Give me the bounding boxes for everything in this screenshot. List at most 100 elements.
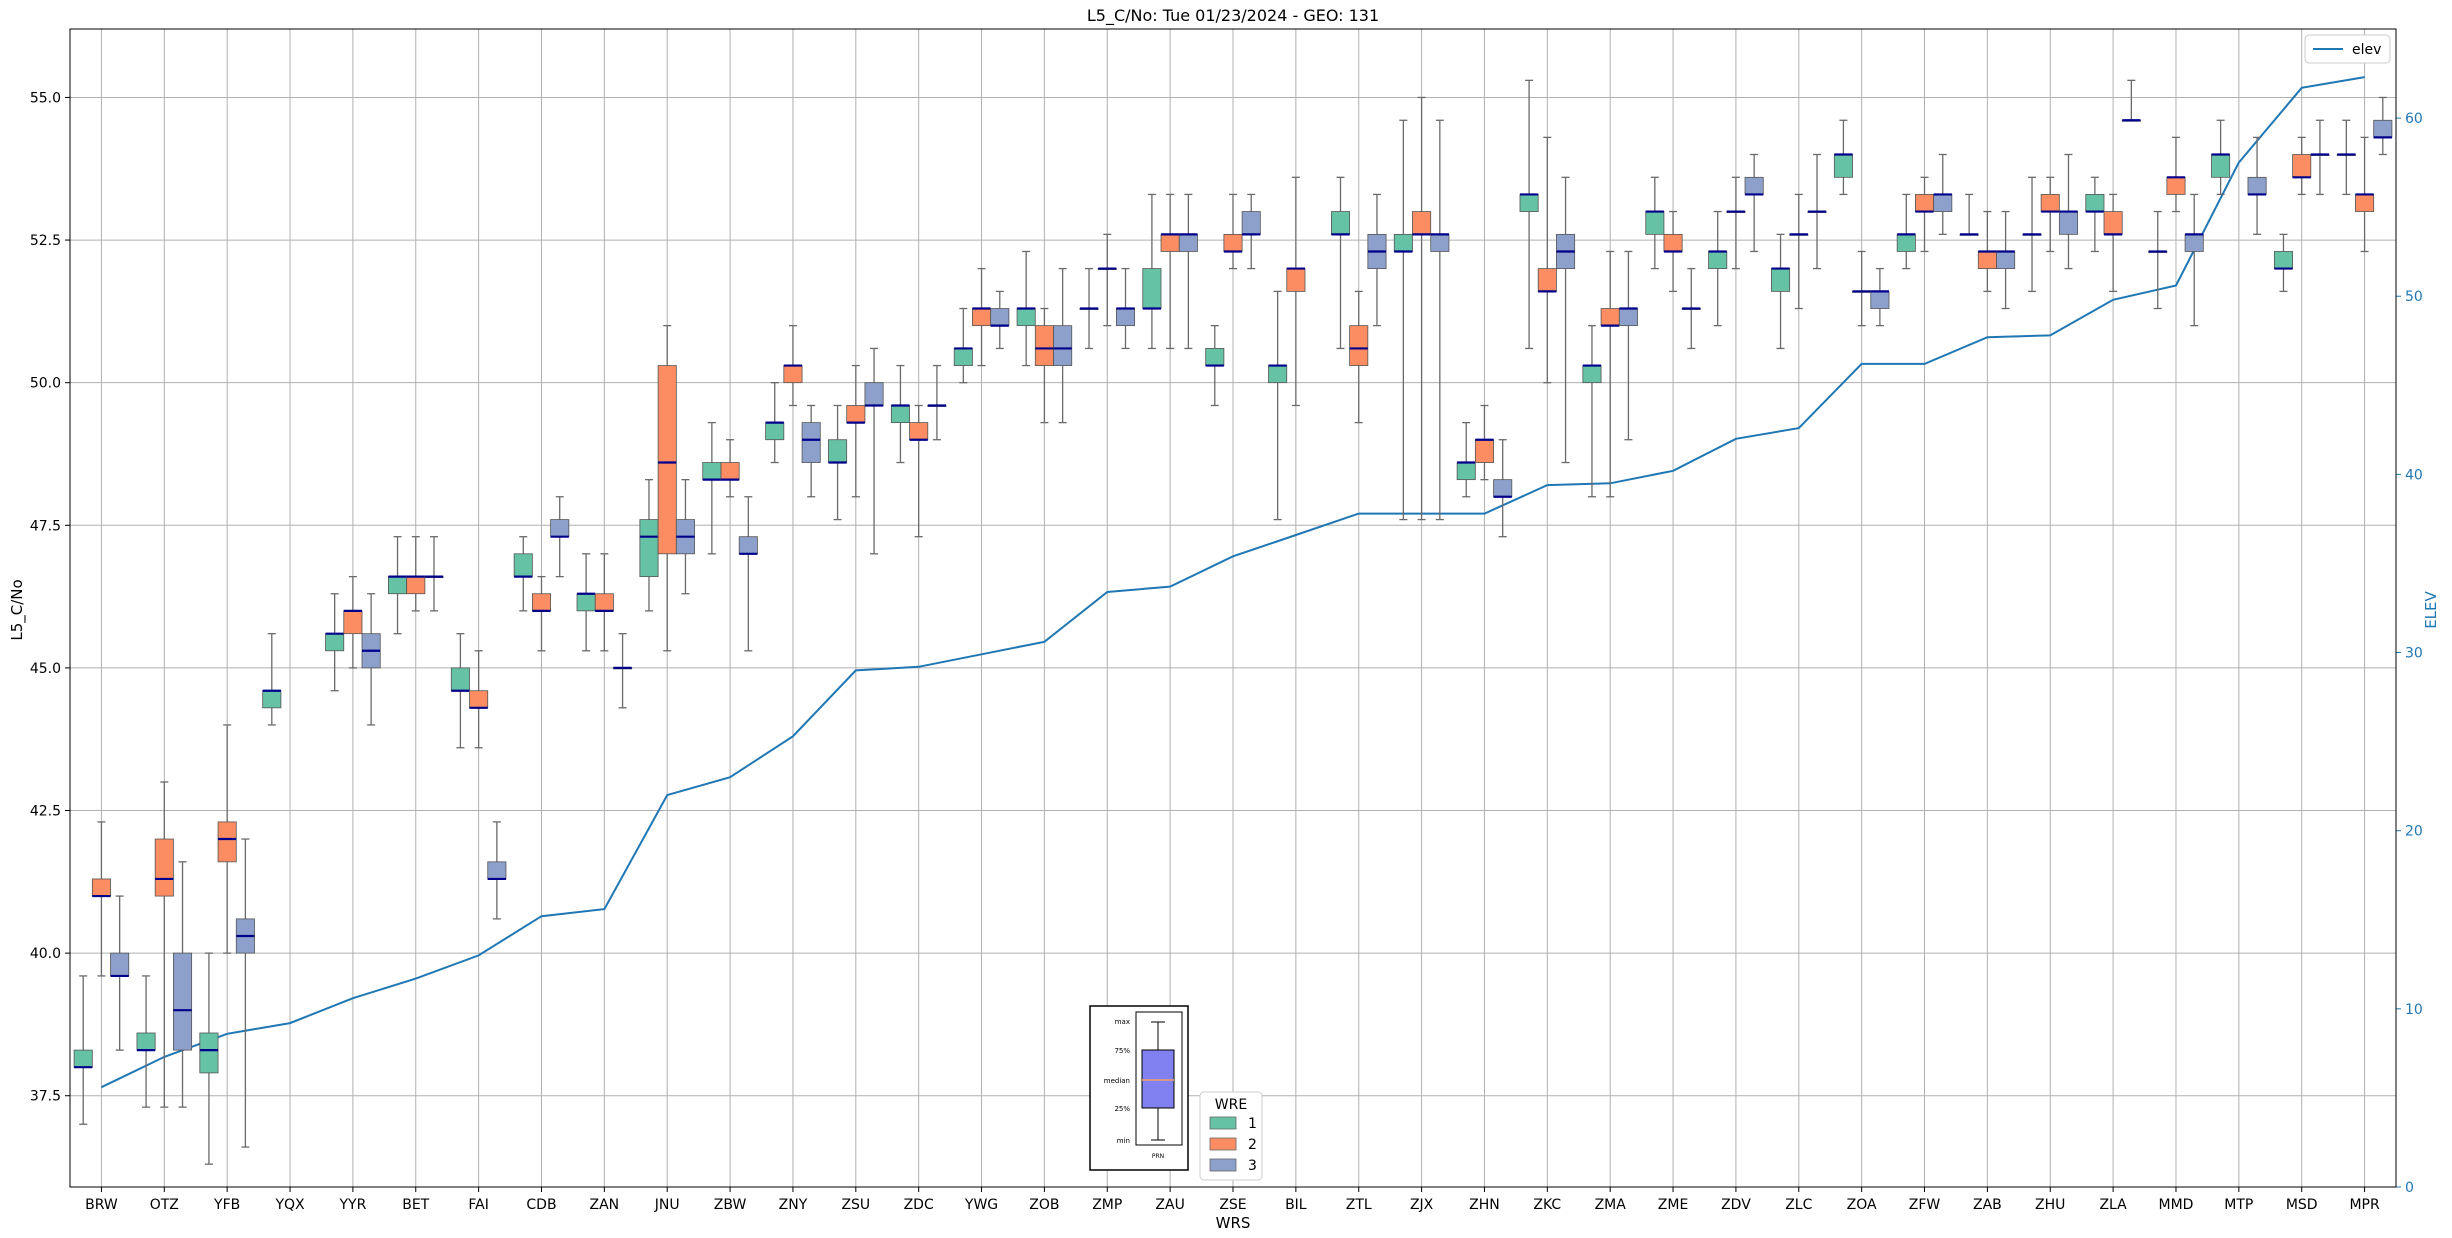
x-tick-label: YWG: [964, 1197, 998, 1213]
box-wre-3: [2184, 233, 2204, 252]
box-wre-1: [1708, 251, 1728, 269]
box-wre-1: [1393, 233, 1413, 252]
elev-legend-frame: [2304, 34, 2391, 64]
y-tick-label: 47.5: [30, 518, 61, 534]
box-wre-1: [1205, 348, 1225, 366]
x-tick-label: MPR: [2349, 1197, 2380, 1213]
x-tick-label: ZBW: [714, 1197, 747, 1213]
x-tick-label: ZJX: [1410, 1197, 1434, 1213]
legend-label-2: 2: [1248, 1137, 1257, 1153]
inset-box: [1141, 1049, 1175, 1109]
x-tick-label: MSD: [2286, 1197, 2318, 1213]
y-tick-label: 50.0: [30, 376, 61, 392]
box-wre-2: [154, 838, 174, 897]
box-wre-1: [953, 348, 973, 366]
box-wre-2: [2040, 194, 2060, 212]
box-wre-2: [1474, 439, 1494, 463]
box-wre-3: [990, 308, 1010, 327]
box-wre-2: [1537, 268, 1557, 292]
box-wre-1: [1896, 233, 1916, 252]
legend-swatch-3: [1209, 1158, 1237, 1172]
elev-line: [100, 76, 2365, 1089]
box-wre-2: [1349, 325, 1369, 366]
box-wre-3: [1744, 176, 1764, 195]
box-wre-1: [2085, 194, 2105, 212]
box-wre-2: [531, 593, 552, 612]
box-wre-2: [909, 422, 929, 441]
box-wre-2: [1663, 233, 1683, 252]
y2-tick-label: 40: [2405, 467, 2423, 483]
inset-label-75: 75%: [1114, 1047, 1130, 1055]
box-wre-1: [639, 519, 659, 578]
elev-series: [100, 76, 2365, 1089]
box-wre-2: [657, 365, 677, 555]
box-wre-2: [846, 405, 866, 424]
box-wre-3: [2373, 119, 2393, 138]
legend-label-3: 3: [1248, 1158, 1257, 1174]
x-tick-label: YYR: [338, 1197, 366, 1213]
x-tick-label: JNU: [654, 1197, 680, 1213]
wre-legend-frame: [1199, 1091, 1263, 1181]
x-tick-label: ZDV: [1721, 1197, 1751, 1213]
plot-frame: [69, 28, 2397, 1188]
box-wre-2: [1034, 325, 1054, 366]
x-tick-label: ZLC: [1785, 1197, 1812, 1213]
box-wre-1: [1833, 154, 1853, 178]
box-wre-1: [765, 422, 785, 441]
box-wre-1: [450, 667, 470, 692]
box-wre-1: [199, 1032, 219, 1074]
box-wre-2: [1160, 233, 1180, 252]
box-wre-2: [1977, 251, 1997, 269]
elev-legend-label: elev: [2352, 42, 2381, 58]
box-wre-1: [1456, 462, 1476, 481]
x-tick-label: BRW: [85, 1197, 118, 1213]
y2-tick-label: 30: [2405, 646, 2423, 662]
y-tick-label: 45.0: [30, 661, 61, 677]
box-wre-1: [1582, 365, 1602, 384]
y-tick-label: 55.0: [30, 90, 61, 106]
box-wre-2: [1600, 308, 1620, 327]
inset-label-max: max: [1115, 1018, 1130, 1026]
box-wre-3: [1241, 211, 1261, 235]
box-wre-1: [828, 439, 848, 463]
box-wre-2: [720, 462, 740, 481]
y2-tick-label: 50: [2405, 289, 2423, 305]
box-wre-1: [1771, 268, 1791, 292]
grid: [70, 29, 2396, 1187]
box-wre-3: [110, 952, 130, 977]
box-wre-3: [1430, 233, 1450, 252]
box-wre-1: [262, 690, 282, 709]
box-wre-2: [1223, 233, 1243, 252]
y2-tick-label: 10: [2405, 1002, 2423, 1018]
box-wre-3: [1053, 325, 1073, 366]
box-wre-3: [2247, 176, 2267, 195]
box-wre-3: [738, 536, 758, 555]
box-wre-2: [343, 610, 363, 635]
box-wre-1: [388, 576, 408, 595]
box-wre-3: [2058, 211, 2078, 235]
box-wre-1: [890, 405, 910, 424]
box-wre-1: [513, 553, 533, 578]
y-axis-label: L5_C/No: [8, 579, 27, 640]
boxplots: [73, 79, 2393, 1165]
box-wre-1: [2273, 251, 2293, 269]
box-wre-1: [1519, 194, 1539, 212]
y-tick-label: 52.5: [30, 233, 61, 249]
box-wre-1: [73, 1049, 93, 1068]
x-tick-label: YFB: [213, 1197, 240, 1213]
box-wre-3: [801, 422, 821, 463]
x-tick-label: ZMA: [1595, 1197, 1627, 1213]
box-wre-1: [702, 462, 722, 481]
x-tick-label: ZSE: [1219, 1197, 1246, 1213]
box-wre-3: [1178, 233, 1198, 252]
inset-label-25: 25%: [1114, 1105, 1130, 1113]
x-tick-label: BIL: [1285, 1197, 1307, 1213]
legend-label-1: 1: [1248, 1116, 1257, 1132]
x-tick-label: ZME: [1658, 1197, 1689, 1213]
inset-label-min: min: [1117, 1137, 1130, 1145]
wre-legend: WRE 1 2 3: [1199, 1091, 1263, 1181]
box-wre-2: [217, 821, 237, 863]
box-wre-1: [1645, 211, 1665, 235]
x-tick-label: YQX: [274, 1197, 305, 1213]
